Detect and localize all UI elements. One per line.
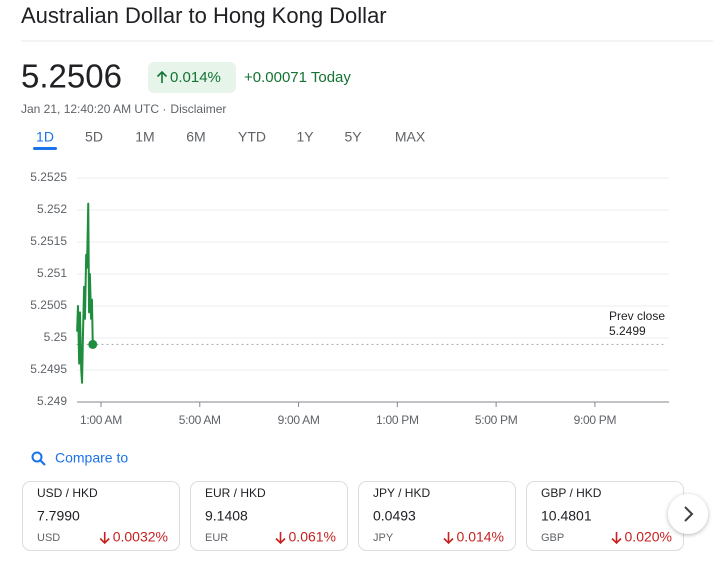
card-pair: GBP / HKD [541, 486, 602, 500]
title: Australian Dollar to Hong Kong Dollar [21, 3, 387, 28]
card-price: 7.7990 [37, 508, 80, 524]
compare-cards: USD / HKD 7.7990 USD 0.0032% EUR / HKD 9.1408… [22, 481, 684, 551]
compare-label[interactable]: Compare to [55, 450, 128, 466]
search-icon [31, 451, 43, 463]
range-tab[interactable]: 1M [135, 129, 154, 145]
card-border[interactable] [22, 481, 180, 551]
x-tick-label: 9:00 PM [574, 413, 617, 427]
disclaimer-link[interactable]: Disclaimer [170, 102, 226, 116]
range-tab[interactable]: 5Y [344, 129, 362, 145]
card-code: EUR [205, 532, 228, 544]
range-tab[interactable]: 1D [36, 129, 54, 145]
card-pair: JPY / HKD [373, 486, 430, 500]
y-tick-label: 5.251 [37, 266, 67, 280]
current-point [88, 339, 98, 349]
next-button[interactable] [668, 494, 708, 534]
prev-close-label: Prev close [609, 309, 665, 323]
range-tab[interactable]: 6M [186, 129, 205, 145]
change-percent: 0.014% [170, 69, 221, 86]
y-tick-label: 5.2505 [30, 298, 67, 312]
card-change: 0.020% [625, 529, 672, 545]
down-arrow [275, 532, 286, 545]
active-tab-indicator [33, 147, 57, 150]
search-icon-handle [39, 459, 46, 466]
card-border[interactable] [358, 481, 516, 551]
y-tick-label: 5.252 [37, 202, 67, 216]
down-arrow [611, 532, 622, 545]
y-tick-label: 5.249 [37, 394, 67, 408]
card-pair: EUR / HKD [205, 486, 266, 500]
y-tick-label: 5.25 [44, 330, 68, 344]
x-tick-label: 1:00 AM [80, 413, 122, 427]
price-line [76, 202, 94, 384]
change-absolute: +0.00071 Today [244, 69, 351, 86]
card-code: JPY [373, 532, 394, 544]
y-tick-label: 5.2495 [30, 362, 67, 376]
card-code: USD [37, 532, 60, 544]
x-tick-label: 9:00 AM [278, 413, 320, 427]
compare-card[interactable]: GBP / HKD 10.4801 GBP 0.020% [526, 481, 684, 551]
prev-close-value: 5.2499 [609, 324, 646, 338]
down-arrow [99, 532, 110, 545]
range-tab[interactable]: 5D [85, 129, 103, 145]
compare-card[interactable]: EUR / HKD 9.1408 EUR 0.061% [190, 481, 348, 551]
range-tab[interactable]: 1Y [296, 129, 314, 145]
x-tick-label: 5:00 PM [475, 413, 518, 427]
card-price: 0.0493 [373, 508, 416, 524]
y-tick-label: 5.2525 [30, 170, 67, 184]
compare-card[interactable]: USD / HKD 7.7990 USD 0.0032% [22, 481, 180, 551]
up-arrow [156, 70, 168, 83]
card-price: 9.1408 [205, 508, 248, 524]
x-tick-label: 5:00 AM [179, 413, 221, 427]
timestamp: Jan 21, 12:40:20 AM UTC · Disclaimer [21, 102, 226, 116]
card-code: GBP [541, 532, 564, 544]
range-tab[interactable]: YTD [238, 129, 266, 145]
chart: 5.249 5.2495 5.25 5.2505 5.251 5.2515 5.252 5.2… [30, 170, 669, 427]
y-tick-label: 5.2515 [30, 234, 67, 248]
range-tabs: 1D 5D 1M 6M YTD 1Y 5Y MAX [33, 129, 426, 150]
card-pair: USD / HKD [37, 486, 98, 500]
card-border[interactable] [190, 481, 348, 551]
next-button-circle[interactable] [668, 494, 708, 534]
compare-to[interactable]: Compare to [31, 450, 129, 466]
chevron [684, 506, 694, 522]
compare-card[interactable]: JPY / HKD 0.0493 JPY 0.014% [358, 481, 516, 551]
card-change: 0.0032% [113, 529, 168, 545]
change-badge [148, 62, 236, 93]
card-price: 10.4801 [541, 508, 592, 524]
price: 5.2506 [21, 58, 122, 95]
card-change: 0.061% [289, 529, 336, 545]
card-change: 0.014% [457, 529, 504, 545]
x-tick-label: 1:00 PM [376, 413, 419, 427]
timestamp-text: Jan 21, 12:40:20 AM UTC · [21, 102, 166, 116]
range-tab[interactable]: MAX [395, 129, 426, 145]
down-arrow [443, 532, 454, 545]
